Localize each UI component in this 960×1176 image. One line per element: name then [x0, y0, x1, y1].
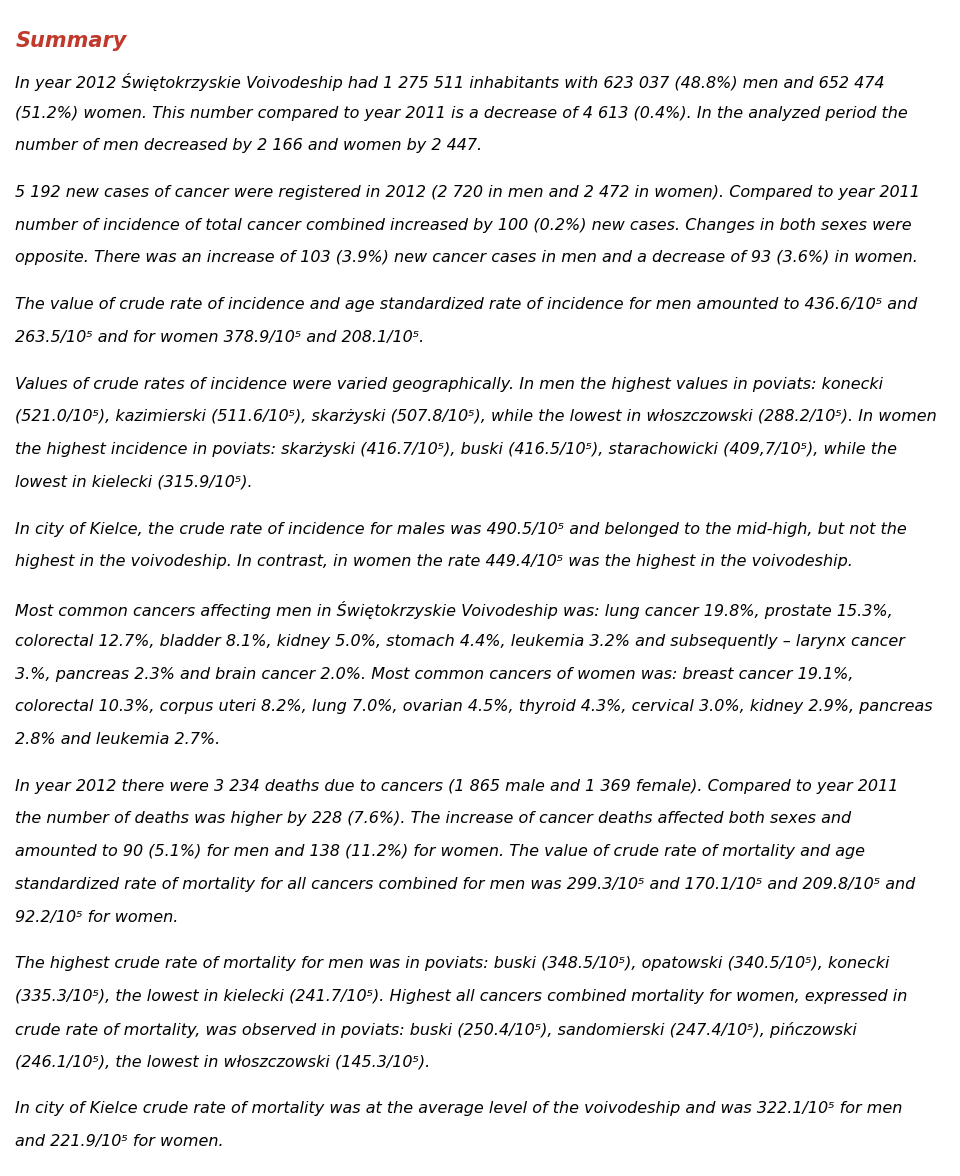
Text: In city of Kielce, the crude rate of incidence for males was 490.5/10⁵ and belon: In city of Kielce, the crude rate of inc…: [15, 522, 907, 536]
Text: In city of Kielce crude rate of mortality was at the average level of the voivod: In city of Kielce crude rate of mortalit…: [15, 1101, 902, 1116]
Text: number of men decreased by 2 166 and women by 2 447.: number of men decreased by 2 166 and wom…: [15, 139, 483, 153]
Text: In year 2012 there were 3 234 deaths due to cancers (1 865 male and 1 369 female: In year 2012 there were 3 234 deaths due…: [15, 779, 899, 794]
Text: (335.3/10⁵), the lowest in kielecki (241.7/10⁵). Highest all cancers combined mo: (335.3/10⁵), the lowest in kielecki (241…: [15, 989, 908, 1004]
Text: 92.2/10⁵ for women.: 92.2/10⁵ for women.: [15, 909, 179, 924]
Text: number of incidence of total cancer combined increased by 100 (0.2%) new cases. : number of incidence of total cancer comb…: [15, 218, 912, 233]
Text: (246.1/10⁵), the lowest in włoszczowski (145.3/10⁵).: (246.1/10⁵), the lowest in włoszczowski …: [15, 1055, 431, 1069]
Text: (521.0/10⁵), kazimierski (511.6/10⁵), skarżyski (507.8/10⁵), while the lowest in: (521.0/10⁵), kazimierski (511.6/10⁵), sk…: [15, 409, 937, 425]
Text: colorectal 12.7%, bladder 8.1%, kidney 5.0%, stomach 4.4%, leukemia 3.2% and sub: colorectal 12.7%, bladder 8.1%, kidney 5…: [15, 634, 905, 649]
Text: crude rate of mortality, was observed in poviats: buski (250.4/10⁵), sandomiersk: crude rate of mortality, was observed in…: [15, 1022, 857, 1037]
Text: lowest in kielecki (315.9/10⁵).: lowest in kielecki (315.9/10⁵).: [15, 475, 253, 490]
Text: highest in the voivodeship. In contrast, in women the rate 449.4/10⁵ was the hig: highest in the voivodeship. In contrast,…: [15, 554, 853, 569]
Text: 3.%, pancreas 2.3% and brain cancer 2.0%. Most common cancers of women was: brea: 3.%, pancreas 2.3% and brain cancer 2.0%…: [15, 667, 853, 682]
Text: The value of crude rate of incidence and age standardized rate of incidence for : The value of crude rate of incidence and…: [15, 298, 918, 313]
Text: amounted to 90 (5.1%) for men and 138 (11.2%) for women. The value of crude rate: amounted to 90 (5.1%) for men and 138 (1…: [15, 844, 865, 860]
Text: the number of deaths was higher by 228 (7.6%). The increase of cancer deaths aff: the number of deaths was higher by 228 (…: [15, 811, 852, 827]
Text: In year 2012 Świętokrzyskie Voivodeship had 1 275 511 inhabitants with 623 037 (: In year 2012 Świętokrzyskie Voivodeship …: [15, 73, 885, 91]
Text: (51.2%) women. This number compared to year 2011 is a decrease of 4 613 (0.4%). : (51.2%) women. This number compared to y…: [15, 106, 908, 121]
Text: colorectal 10.3%, corpus uteri 8.2%, lung 7.0%, ovarian 4.5%, thyroid 4.3%, cerv: colorectal 10.3%, corpus uteri 8.2%, lun…: [15, 700, 933, 714]
Text: Most common cancers affecting men in Świętokrzyskie Voivodeship was: lung cancer: Most common cancers affecting men in Świ…: [15, 601, 893, 620]
Text: Values of crude rates of incidence were varied geographically. In men the highes: Values of crude rates of incidence were …: [15, 376, 883, 392]
Text: 5 192 new cases of cancer were registered in 2012 (2 720 in men and 2 472 in wom: 5 192 new cases of cancer were registere…: [15, 185, 921, 200]
Text: The highest crude rate of mortality for men was in poviats: buski (348.5/10⁵), o: The highest crude rate of mortality for …: [15, 956, 890, 971]
Text: the highest incidence in poviats: skarżyski (416.7/10⁵), buski (416.5/10⁵), star: the highest incidence in poviats: skarży…: [15, 442, 898, 457]
Text: 263.5/10⁵ and for women 378.9/10⁵ and 208.1/10⁵.: 263.5/10⁵ and for women 378.9/10⁵ and 20…: [15, 330, 424, 345]
Text: 2.8% and leukemia 2.7%.: 2.8% and leukemia 2.7%.: [15, 731, 221, 747]
Text: Summary: Summary: [15, 31, 127, 51]
Text: opposite. There was an increase of 103 (3.9%) new cancer cases in men and a decr: opposite. There was an increase of 103 (…: [15, 250, 918, 266]
Text: standardized rate of mortality for all cancers combined for men was 299.3/10⁵ an: standardized rate of mortality for all c…: [15, 877, 916, 891]
Text: and 221.9/10⁵ for women.: and 221.9/10⁵ for women.: [15, 1134, 224, 1149]
